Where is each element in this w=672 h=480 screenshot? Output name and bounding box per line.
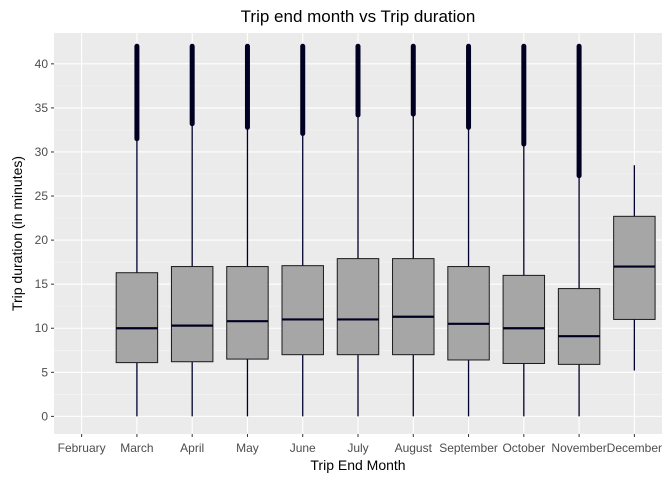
box-june [281, 265, 324, 356]
y-tick-label: 20 [35, 233, 49, 247]
x-tick-label-june: June [290, 441, 316, 455]
chart-title: Trip end month vs Trip duration [241, 7, 476, 26]
box-april [170, 266, 214, 363]
x-tick-label-february: February [58, 441, 106, 455]
x-tick-label-august: August [395, 441, 433, 455]
x-tick-label-march: March [120, 441, 153, 455]
y-axis-label: Trip duration (in minutes) [9, 156, 25, 311]
boxes [115, 43, 656, 417]
x-tick-label-december: December [607, 441, 662, 455]
box-december [613, 215, 656, 320]
x-tick-label-may: May [236, 441, 259, 455]
y-tick-label: 10 [35, 321, 49, 335]
x-axis: February March April May June July August Septe… [58, 434, 662, 455]
x-axis-label: Trip End Month [310, 457, 405, 473]
box-september [447, 266, 490, 361]
y-tick-label: 15 [35, 277, 49, 291]
box-august [392, 258, 435, 356]
y-tick-label: 30 [35, 145, 49, 159]
box-july [336, 258, 380, 356]
y-tick-label: 5 [41, 365, 48, 379]
x-tick-label-october: October [502, 441, 545, 455]
box-november [557, 288, 601, 365]
box-october [502, 274, 546, 364]
y-tick-label: 0 [41, 409, 48, 423]
box-march [115, 272, 159, 364]
y-tick-label: 25 [35, 189, 49, 203]
x-tick-label-september: September [439, 441, 498, 455]
box-may [226, 266, 269, 360]
x-tick-label-july: July [347, 441, 368, 455]
y-tick-label: 40 [35, 57, 49, 71]
y-tick-label: 35 [35, 101, 49, 115]
x-tick-label-april: April [180, 441, 204, 455]
x-tick-label-november: November [551, 441, 606, 455]
y-axis: 0 5 10 15 20 25 30 35 40 [35, 57, 54, 423]
